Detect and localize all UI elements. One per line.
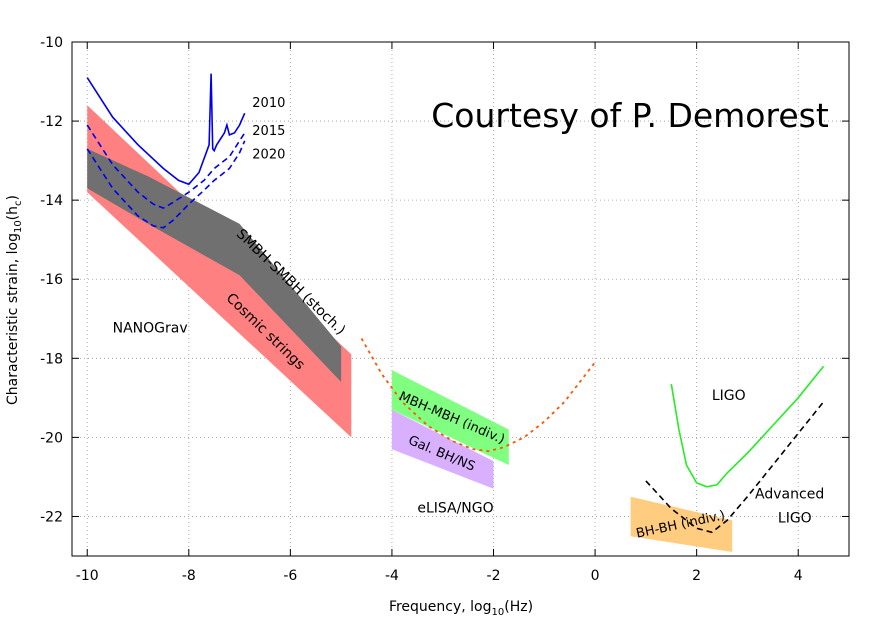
region-mbh: [391, 370, 509, 466]
label-adv-ligo-1: Advanced: [755, 487, 824, 503]
x-tick-label: 2: [692, 568, 701, 584]
x-tick-label: -10: [76, 568, 99, 584]
y-tick-label: -12: [40, 114, 63, 130]
label-2020: 2020: [252, 148, 285, 163]
label-2015: 2015: [252, 124, 285, 139]
curve-ligo: [670, 365, 825, 488]
label-elisa: eLISA/NGO: [417, 501, 493, 517]
x-tick-label: -6: [283, 568, 297, 584]
curve-adv_ligo: [645, 401, 825, 534]
y-tick-label: -16: [40, 272, 63, 288]
x-tick-label: 4: [794, 568, 803, 584]
x-tick-label: -2: [487, 568, 501, 584]
x-tick-label: -8: [182, 568, 196, 584]
region-gal: [391, 409, 494, 489]
regions: [87, 105, 733, 553]
ticks: -10 -8 -6 -4 -2 0 2 4-10-12-14-16-18-20-22: [40, 35, 849, 584]
curve-nanograv_2010: [86, 73, 246, 186]
label-2010: 2010: [252, 96, 285, 111]
x-tick-label: 0: [591, 568, 600, 584]
label-adv-ligo-2: LIGO: [778, 510, 812, 526]
label-nanograv: NANOGrav: [113, 321, 188, 337]
credit-text: Courtesy of P. Demorest: [431, 96, 829, 135]
x-tick-label: -4: [385, 568, 399, 584]
y-tick-label: -18: [40, 351, 63, 367]
y-tick-label: -22: [40, 509, 63, 525]
label-ligo: LIGO: [712, 388, 746, 404]
curve-nanograv_2020: [86, 140, 246, 229]
y-tick-label: -14: [40, 193, 63, 209]
region-cosmic: [87, 105, 352, 438]
curve-nanograv_2015: [86, 124, 246, 209]
plot-frame: [71, 41, 850, 557]
y-tick-label: -20: [40, 430, 63, 446]
region-bhbh: [630, 496, 733, 553]
x-axis-title: Frequency, log10(Hz): [389, 599, 533, 618]
curves: [86, 73, 825, 534]
y-tick-label: -10: [40, 35, 63, 51]
region-smbh: [87, 148, 342, 383]
curve-elisa: [360, 338, 596, 453]
y-axis-title: Characteristic strain, log10(hc): [5, 195, 24, 405]
